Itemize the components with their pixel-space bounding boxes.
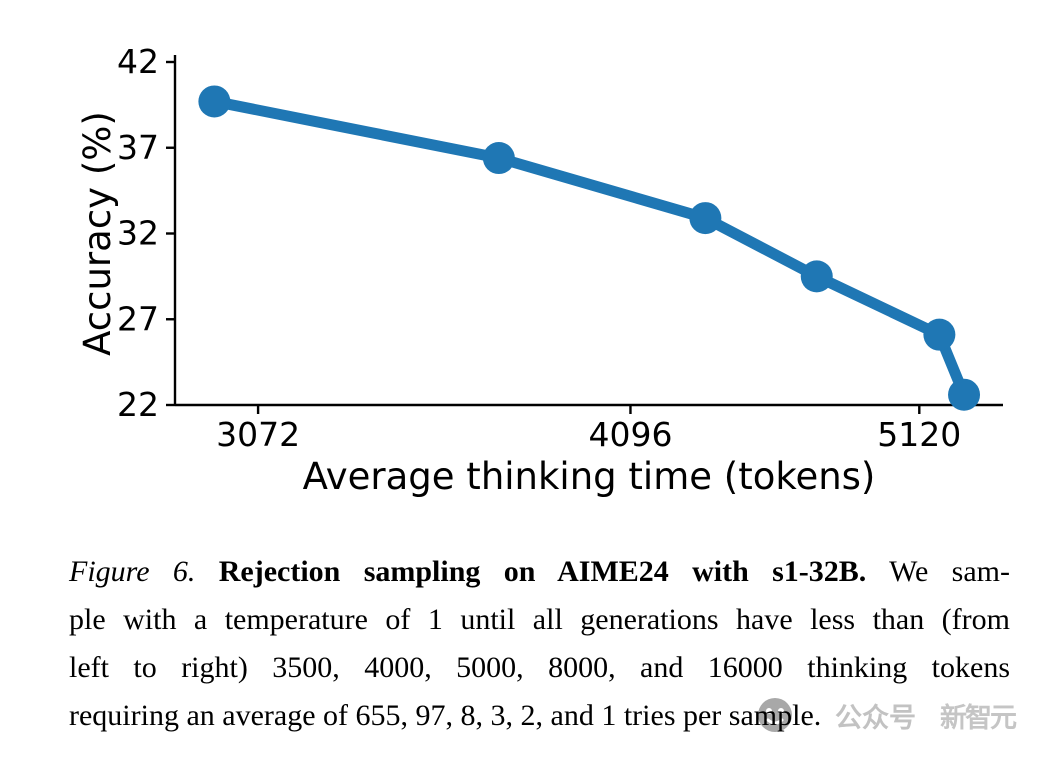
y-axis-label: Accuracy (%) (76, 111, 119, 356)
data-point-marker (198, 85, 231, 118)
y-tick-label: 22 (117, 385, 159, 424)
x-tick-label: 5120 (877, 415, 961, 454)
data-point-marker (948, 378, 981, 411)
y-tick-label: 42 (117, 42, 159, 81)
data-point-marker (482, 142, 515, 175)
caption-segment-normal: ple with a temperature of 1 until all ge… (69, 603, 1010, 636)
watermark-face-logo-icon (758, 698, 792, 732)
caption-line-3: left to right) 3500, 4000, 5000, 8000, a… (69, 644, 1010, 692)
caption-segment-normal: left to right) 3500, 4000, 5000, 8000, a… (69, 651, 1010, 684)
watermark-brand-label: 新智元 (940, 702, 1017, 734)
watermark: 公众号 新智元 (757, 695, 1017, 735)
data-point-marker (689, 202, 722, 235)
caption-segment-normal: requiring an average of 655, 97, 8, 3, 2… (69, 699, 822, 732)
y-tick-label: 27 (117, 299, 159, 338)
data-point-marker (923, 318, 956, 351)
caption-segment-italic: Figure 6. (69, 555, 219, 588)
caption-line-2: ple with a temperature of 1 until all ge… (69, 596, 1010, 644)
y-tick-label: 37 (117, 128, 159, 167)
x-axis-label: Average thinking time (tokens) (303, 455, 876, 498)
watermark-account-label: 公众号 (835, 702, 916, 734)
accuracy-vs-thinking-time-chart: 3072 4096 5120 42 37 32 27 22 Average thinking t… (76, 42, 1003, 498)
data-point-marker (800, 260, 833, 293)
y-tick-label: 32 (117, 214, 159, 253)
caption-line-4: requiring an average of 655, 97, 8, 3, 2… (69, 692, 1010, 740)
caption-line-1: Figure 6. Rejection sampling on AIME24 w… (69, 548, 1010, 596)
x-tick-label: 4096 (588, 415, 672, 454)
x-tick-label: 3072 (216, 415, 300, 454)
series-line (208, 95, 970, 401)
caption-segment-normal: We sam- (866, 555, 1010, 588)
caption-segment-bold: Rejection sampling on AIME24 with s1-32B… (218, 555, 867, 588)
figure-caption: Figure 6. Rejection sampling on AIME24 w… (69, 548, 1010, 740)
